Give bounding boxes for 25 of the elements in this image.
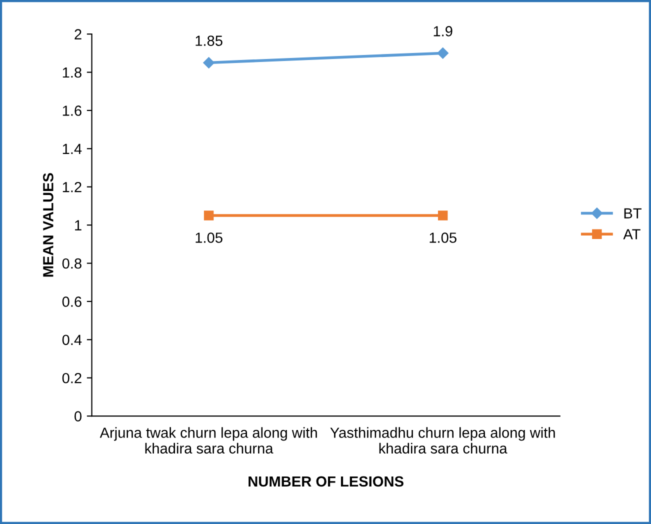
y-tick-label: 2 xyxy=(74,29,82,40)
legend-label: AT xyxy=(623,229,640,240)
point xyxy=(204,210,214,220)
data-label: 1.05 xyxy=(196,232,222,243)
y-tick-label: 1.6 xyxy=(62,106,82,116)
data-label: 1.85 xyxy=(196,36,222,46)
y-tick-label: 1.2 xyxy=(62,182,82,192)
y-tick-label: 0 xyxy=(74,411,82,422)
x-tick-label: Yasthimadhu churn lepa along with khadira sara churna xyxy=(330,427,555,454)
point xyxy=(437,48,448,59)
point xyxy=(203,57,214,68)
y-axis-title: MEAN VALUES xyxy=(43,173,54,277)
point xyxy=(438,210,448,220)
data-label: 1.9 xyxy=(434,26,452,36)
y-tick-label: 0.2 xyxy=(62,372,82,384)
x-axis-title: NUMBER OF LESIONS xyxy=(248,476,404,487)
y-tick-label: 0.4 xyxy=(62,334,82,346)
x-tick-label: Arjuna twak churn lepa along with khadira sara churna xyxy=(100,427,317,454)
y-tick-label: 1.8 xyxy=(62,67,82,78)
y-tick-label: 1.4 xyxy=(62,144,82,154)
data-label: 1.05 xyxy=(430,232,456,243)
legend-label: BT xyxy=(624,208,642,218)
y-tick-label: 1 xyxy=(75,220,82,230)
y-tick-label: 0.6 xyxy=(62,296,82,307)
y-tick-label: 0.8 xyxy=(62,258,82,269)
